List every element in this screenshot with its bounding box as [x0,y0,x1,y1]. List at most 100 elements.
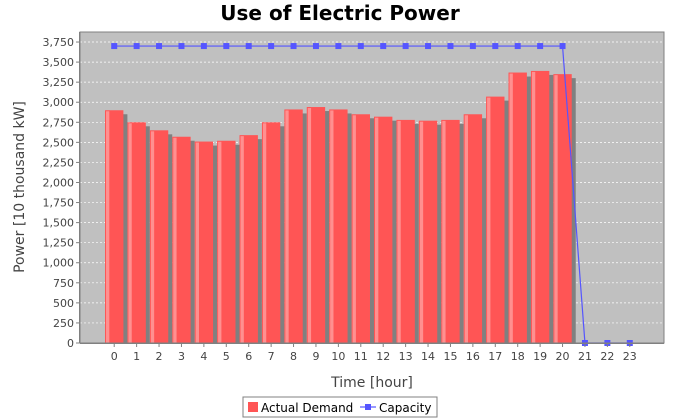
bar-actual-demand-16 [463,114,483,343]
bar-highlight [218,141,222,343]
x-tick-label: 12 [376,350,390,363]
bar-actual-demand-6 [239,135,258,343]
bar-highlight [442,120,446,343]
bar-highlight [419,121,424,344]
bar-highlight [150,131,155,343]
x-tick-label: 17 [488,350,502,363]
y-tick-label: 2,250 [43,156,75,169]
bar-actual-demand-12 [374,116,393,343]
bar-actual-demand-17 [486,96,505,343]
y-tick-label: 2,750 [43,116,75,129]
capacity-point-17 [492,43,499,50]
bar-actual-demand-1 [127,122,146,344]
capacity-point-1 [133,43,140,50]
bar-actual-demand-3 [172,136,191,343]
bar-highlight [106,111,110,343]
capacity-point-9 [312,43,319,50]
y-tick-label: 3,750 [43,36,75,49]
y-tick-label: 3,000 [43,96,75,109]
capacity-line [114,45,630,344]
capacity-point-5 [223,43,230,50]
capacity-point-13 [402,43,409,50]
legend-label-actual-demand: Actual Demand [261,401,353,415]
y-tick-label: 250 [53,317,74,330]
y-tick-label: 2,500 [43,136,75,149]
x-tick-label: 10 [331,350,345,363]
legend-swatch-actual-demand [248,402,258,412]
x-tick-label: 3 [178,350,185,363]
legend: Actual Demand Capacity [242,396,438,418]
y-tick-label: 1,250 [43,237,75,250]
x-tick-label: 13 [399,350,413,363]
x-tick-label: 9 [312,350,319,363]
legend-swatch-capacity-marker [365,404,371,410]
x-tick-label: 11 [354,350,368,363]
bar-highlight [330,110,334,343]
bar-highlight [352,115,356,343]
capacity-point-15 [447,43,454,50]
bar-actual-demand-2 [149,130,169,343]
bar-highlight [554,75,558,343]
bar-actual-demand-18 [508,72,527,343]
x-tick-label: 23 [623,350,637,363]
capacity-point-18 [514,43,521,50]
x-tick-label: 18 [511,350,525,363]
capacity-point-3 [178,43,185,50]
bar-highlight [375,117,379,343]
bar-actual-demand-20 [553,74,572,343]
capacity-point-16 [469,43,476,50]
bar-highlight [173,137,177,343]
x-axis: 0 1 2 3 4 5 6 7 8 9 10 11 12 13 14 15 16 17 18 19 20 21 22 23 [80,343,664,363]
capacity-point-4 [200,43,207,50]
bar-actual-demand-10 [329,109,348,343]
bar-actual-demand-15 [441,119,460,343]
x-tick-label: 21 [578,350,592,363]
bar-actual-demand-0 [105,110,124,343]
x-tick-label: 6 [245,350,252,363]
bar-highlight [128,123,132,344]
capacity-point-11 [357,43,364,50]
x-tick-label: 4 [200,350,207,363]
y-axis: 0 250 500 750 1,000 1,250 1,500 1,750 2,000 2,250… [43,32,80,350]
bar-highlight [307,108,312,343]
bar-actual-demand-4 [194,141,214,343]
x-tick-label: 20 [556,350,570,363]
bar-actual-demand-13 [396,119,415,343]
y-tick-label: 2,000 [43,176,75,189]
y-tick-label: 1,500 [43,217,75,230]
x-tick-label: 14 [421,350,435,363]
capacity-point-0 [111,43,118,50]
bar-actual-demand-5 [217,140,236,343]
capacity-point-8 [290,43,297,50]
y-tick-label: 1,750 [43,197,75,210]
bar-highlight [509,73,513,343]
x-tick-label: 1 [133,350,140,363]
x-tick-label: 22 [600,350,614,363]
bar-highlight [285,110,289,343]
capacity-point-14 [425,43,432,50]
y-tick-label: 3,250 [43,76,75,89]
y-tick-label: 0 [67,337,74,350]
y-axis-label: Power [10 thousand kW] [12,101,28,273]
x-tick-label: 2 [156,350,163,363]
bar-highlight [487,97,491,343]
capacity-point-20 [559,43,566,50]
bar-highlight [531,71,536,343]
bar-highlight [464,115,468,343]
x-tick-label: 7 [268,350,275,363]
y-tick-label: 750 [53,277,74,290]
capacity-point-12 [380,43,387,50]
capacity-point-7 [268,43,275,50]
bar-actual-demand-11 [351,114,370,343]
bar-actual-demand-14 [418,120,438,344]
x-tick-label: 15 [443,350,457,363]
bar-actual-demand-8 [284,109,303,343]
capacity-point-2 [156,43,163,50]
bar-highlight [397,120,401,343]
x-tick-label: 16 [466,350,480,363]
chart-title: Use of Electric Power [220,1,460,25]
bar-series-actual-demand [105,70,576,344]
legend-box [242,396,438,418]
bar-actual-demand-7 [261,122,281,344]
